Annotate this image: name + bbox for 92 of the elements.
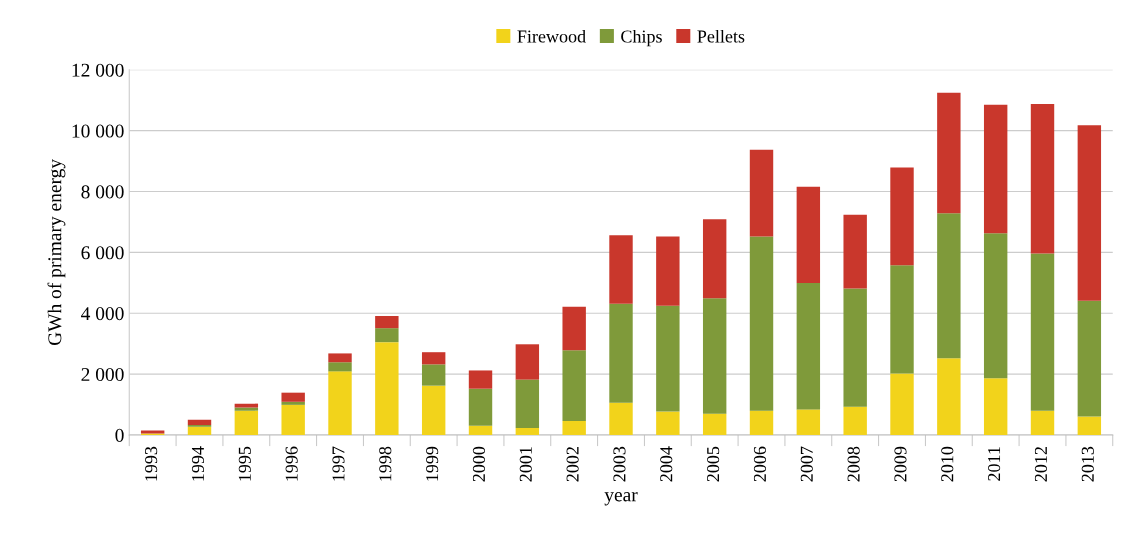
bar: [468, 425, 493, 435]
bar: [328, 371, 352, 435]
bar: [281, 392, 305, 402]
bar: [515, 379, 540, 428]
x-tick-label: 1994: [191, 446, 205, 481]
x-tick-label: 2008: [847, 446, 860, 482]
bar: [609, 235, 633, 304]
x-tick-label: 2004: [660, 446, 673, 482]
bar: [234, 407, 259, 411]
x-tick-label: 2012: [1034, 447, 1048, 482]
bar: [468, 370, 493, 389]
bar: [609, 303, 633, 403]
x-axis-title: year: [604, 492, 638, 506]
bar: [421, 364, 446, 386]
legend-label: Firewood: [517, 29, 586, 43]
bar: [234, 410, 259, 435]
bar: [468, 388, 493, 426]
bar: [702, 219, 727, 299]
x-tick-label: 2005: [707, 446, 720, 482]
bar: [937, 92, 961, 214]
bar: [375, 342, 399, 435]
bar: [281, 401, 305, 405]
x-tick-label: 1995: [238, 446, 251, 481]
bar: [1077, 300, 1102, 417]
bar: [656, 305, 680, 412]
bar: [1077, 416, 1102, 435]
bar: [937, 358, 961, 435]
x-tick-label: 2001: [519, 447, 532, 482]
x-tick-label: 2000: [472, 446, 486, 482]
x-tick-label: 1997: [332, 446, 345, 481]
bar: [421, 352, 446, 365]
bar: [328, 353, 352, 363]
bar: [937, 213, 961, 359]
bar: [609, 402, 633, 435]
bar: [1030, 410, 1055, 435]
bar: [562, 420, 586, 435]
bar: [1077, 125, 1102, 301]
bar: [843, 214, 867, 289]
y-tick-label: 12 000: [72, 63, 124, 77]
bar: [749, 236, 774, 411]
x-tick-label: 1993: [145, 446, 158, 481]
y-tick-label: 2 000: [81, 367, 124, 382]
bar: [328, 362, 352, 372]
y-tick-label: 4 000: [81, 307, 124, 321]
x-tick-label: 1996: [285, 446, 298, 481]
bar: [796, 186, 821, 284]
bar: [890, 265, 914, 374]
bar: [983, 233, 1008, 379]
bar: [843, 406, 867, 435]
y-tick-label: 6 000: [81, 246, 124, 260]
x-tick-label: 1999: [426, 446, 439, 481]
bar: [749, 149, 774, 237]
bar: [983, 378, 1008, 435]
bar: [656, 411, 680, 435]
y-axis-title: GWh of primary energy: [47, 158, 66, 346]
bar: [796, 283, 821, 410]
bar: [843, 288, 867, 407]
bar: [281, 404, 305, 435]
bar: [702, 413, 727, 435]
y-tick-label: 0: [115, 428, 124, 442]
bar: [1030, 253, 1055, 411]
bar: [796, 409, 821, 435]
x-tick-label: 2007: [800, 446, 813, 482]
bar: [749, 410, 774, 435]
legend-label: Pellets: [697, 29, 745, 43]
x-tick-label: 2003: [613, 446, 626, 482]
bar: [515, 344, 540, 380]
x-tick-label: 2013: [1081, 446, 1094, 482]
bar: [702, 298, 727, 414]
bar: [890, 373, 914, 435]
bar: [656, 236, 680, 306]
bar: [187, 419, 212, 425]
y-tick-label: 10 000: [72, 124, 124, 138]
bar: [187, 426, 212, 435]
x-tick-label: 2011: [988, 447, 1001, 481]
x-tick-label: 2010: [941, 446, 954, 482]
x-tick-label: 2006: [753, 446, 767, 482]
bar: [515, 427, 540, 435]
x-tick-label: 1998: [379, 446, 392, 481]
bar: [234, 403, 259, 408]
bar: [421, 385, 446, 435]
legend-label: Chips: [621, 29, 662, 47]
x-tick-label: 2009: [894, 446, 907, 482]
bar: [1030, 103, 1055, 254]
bar: [375, 328, 399, 343]
bar: [983, 104, 1008, 234]
bar: [375, 315, 399, 329]
x-tick-label: 2002: [566, 447, 579, 482]
bar: [562, 306, 586, 351]
y-tick-label: 8 000: [81, 185, 124, 199]
bar: [562, 350, 586, 421]
bar: [890, 167, 914, 266]
